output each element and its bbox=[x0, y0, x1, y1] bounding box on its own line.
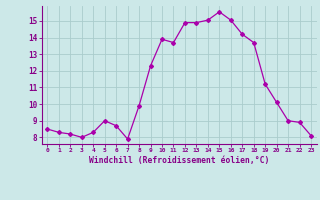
X-axis label: Windchill (Refroidissement éolien,°C): Windchill (Refroidissement éolien,°C) bbox=[89, 156, 269, 165]
